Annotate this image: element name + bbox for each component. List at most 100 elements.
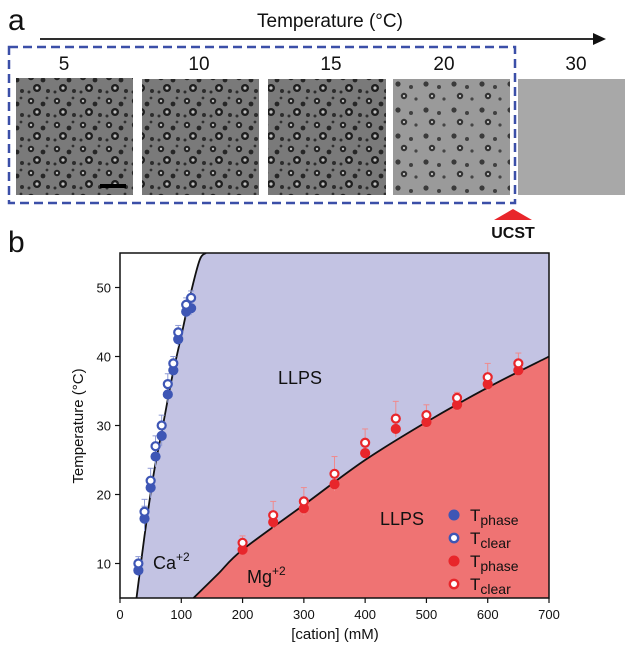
data-point-open: [390, 413, 401, 424]
legend-label-sub: clear: [480, 535, 511, 551]
temperature-arrow-title: Temperature (°C): [257, 11, 403, 32]
data-point-open: [145, 475, 156, 486]
micrograph-image: [142, 79, 259, 195]
data-point-open: [181, 299, 192, 310]
legend: Tphase Tclear Tphase Tclear: [448, 506, 519, 597]
micrograph-temp-label: 10: [188, 54, 209, 75]
llps-label-upper: LLPS: [278, 368, 322, 388]
data-point-open: [133, 558, 144, 569]
data-point-filled: [390, 423, 401, 435]
ucst-label: UCST: [491, 225, 535, 242]
ucst-marker: [494, 209, 532, 220]
panel-a-letter: a: [8, 4, 25, 37]
ca-label-text: Ca: [153, 553, 177, 573]
legend-label: Tclear: [470, 575, 511, 597]
mg-llps-region: [193, 356, 549, 598]
legend-label-sub: phase: [480, 558, 518, 574]
legend-label-main: T: [470, 575, 480, 594]
micrograph-image: [393, 79, 510, 195]
legend-item-mg-clear: Tclear: [448, 575, 511, 597]
mg-label: Mg+2: [247, 564, 286, 587]
llps-label-lower: LLPS: [380, 509, 424, 529]
legend-item-mg-phase: Tphase: [448, 552, 519, 574]
data-point-open: [360, 437, 371, 448]
y-axis-title: Temperature (°C): [70, 368, 87, 483]
data-point-open: [173, 327, 184, 338]
legend-label: Tphase: [470, 506, 519, 528]
data-point-open: [482, 372, 493, 383]
micrograph-image-clear: [518, 79, 625, 195]
ca-label-superscript: +2: [176, 550, 190, 564]
legend-marker-filled-red: [448, 555, 460, 567]
legend-label: Tclear: [470, 529, 511, 551]
data-point-filled: [162, 389, 173, 400]
data-points: [133, 292, 524, 576]
x-tick-label: 700: [538, 607, 560, 622]
phase-diagram-plot: 0 100 200 300 400 500 600 700 10 20 30 40 50: [97, 252, 560, 622]
x-tick-label: 400: [354, 607, 376, 622]
x-tick-label: 0: [116, 607, 123, 622]
micrograph-temp-label: 20: [433, 54, 454, 75]
data-point-open: [237, 537, 248, 548]
data-point-filled: [360, 448, 371, 459]
micrograph-temp-label: 30: [565, 54, 586, 75]
legend-label-sub: phase: [480, 512, 518, 528]
y-tick-label: 50: [97, 281, 111, 296]
data-point-open: [268, 510, 279, 521]
x-tick-label: 100: [170, 607, 192, 622]
legend-item-ca-phase: Tphase: [448, 506, 519, 528]
legend-label-sub: clear: [480, 581, 511, 597]
legend-marker-open-blue: [448, 532, 460, 544]
micrograph-15: 15: [268, 54, 386, 195]
data-point-open: [150, 441, 161, 452]
scale-bar: [100, 184, 126, 188]
y-axis-ticks: 10 20 30 40 50: [97, 281, 120, 572]
temperature-arrow-head: [593, 33, 606, 45]
micrograph-row: 5 10 15 20 30: [16, 54, 625, 195]
legend-item-ca-clear: Tclear: [448, 529, 511, 551]
data-point-open: [168, 358, 179, 369]
micrograph-10: 10: [142, 54, 259, 195]
panel-b-letter: b: [8, 226, 25, 259]
mg-label-superscript: +2: [272, 564, 286, 578]
x-axis-ticks: 0 100 200 300 400 500 600 700: [116, 598, 560, 622]
data-point-filled: [156, 430, 167, 441]
mg-label-text: Mg: [247, 567, 272, 587]
legend-label: Tphase: [470, 552, 519, 574]
x-tick-label: 600: [477, 607, 499, 622]
legend-label-main: T: [470, 529, 480, 548]
micrograph-temp-label: 5: [59, 54, 70, 75]
data-point-open: [451, 392, 463, 403]
data-point-open: [298, 496, 309, 507]
micrograph-20: 20: [393, 54, 510, 195]
legend-marker-filled-blue: [448, 509, 460, 521]
data-point-open: [185, 292, 197, 303]
micrograph-image: [16, 78, 133, 195]
x-axis-title: [cation] (mM): [291, 626, 379, 643]
y-tick-label: 10: [97, 557, 111, 572]
micrograph-image: [268, 79, 386, 195]
data-point-open: [162, 379, 173, 390]
x-tick-label: 200: [232, 607, 254, 622]
y-tick-label: 30: [97, 419, 111, 434]
legend-label-main: T: [470, 506, 480, 525]
mg-boundary-curve: [192, 355, 550, 599]
data-point-open: [139, 506, 150, 517]
y-tick-label: 20: [97, 488, 111, 503]
micrograph-5: 5: [16, 54, 133, 195]
data-point-open: [513, 358, 524, 369]
x-tick-label: 300: [293, 607, 315, 622]
micrograph-temp-label: 15: [320, 54, 341, 75]
ca-label: Ca+2: [153, 550, 190, 573]
x-tick-label: 500: [416, 607, 438, 622]
data-point-open: [421, 410, 432, 421]
legend-marker-open-red: [448, 578, 460, 590]
data-point-filled: [150, 451, 161, 462]
llps-dashed-box: [7, 45, 517, 205]
data-point-open: [156, 420, 167, 431]
data-point-filled: [329, 479, 340, 490]
data-point-open: [329, 468, 340, 479]
legend-label-main: T: [470, 552, 480, 571]
micrograph-30: 30: [518, 54, 625, 195]
